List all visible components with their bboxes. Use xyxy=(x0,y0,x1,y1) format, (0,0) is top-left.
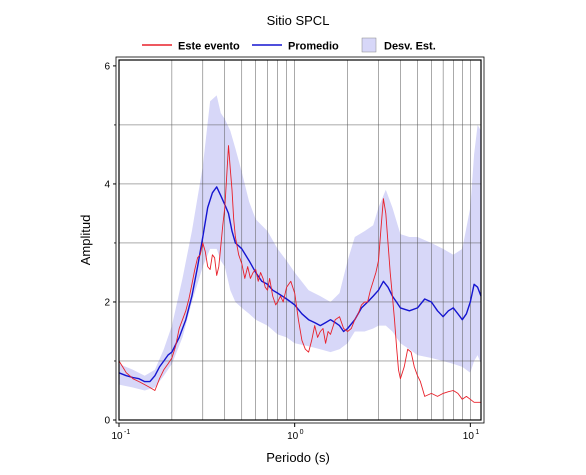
x-tick-exponent: 1 xyxy=(475,429,479,436)
y-axis-label: Amplitud xyxy=(78,215,93,266)
y-tick-label: 6 xyxy=(104,61,110,72)
x-tick-label: 10 xyxy=(111,431,123,442)
legend-label-desv-est-: Desv. Est. xyxy=(384,41,436,53)
chart-title: Sitio SPCL xyxy=(267,13,330,28)
x-tick-label: 10 xyxy=(287,431,299,442)
legend-label-este-evento: Este evento xyxy=(178,41,240,53)
grid-layer xyxy=(118,60,481,420)
plot-frame-outer xyxy=(115,56,485,424)
plot-frame xyxy=(118,59,482,421)
x-tick-exponent: 0 xyxy=(300,429,304,436)
std-dev-band xyxy=(119,95,481,391)
x-tick-exponent: -1 xyxy=(124,429,130,436)
legend: Este evento Promedio Desv. Est. xyxy=(142,37,436,53)
series-layer xyxy=(118,145,482,403)
y-tick-label: 4 xyxy=(104,179,110,190)
y-tick-label: 0 xyxy=(104,416,110,427)
frame-layer xyxy=(115,56,485,424)
series-line-promedio xyxy=(118,186,482,383)
y-tick-label: 2 xyxy=(104,297,110,308)
band-layer xyxy=(119,95,481,391)
x-tick-label: 10 xyxy=(463,431,475,442)
x-axis-label: Periodo (s) xyxy=(266,450,330,465)
legend-label-promedio: Promedio xyxy=(288,41,339,53)
legend-swatch-desv-est- xyxy=(361,37,377,53)
series-line-este-evento xyxy=(118,145,481,403)
